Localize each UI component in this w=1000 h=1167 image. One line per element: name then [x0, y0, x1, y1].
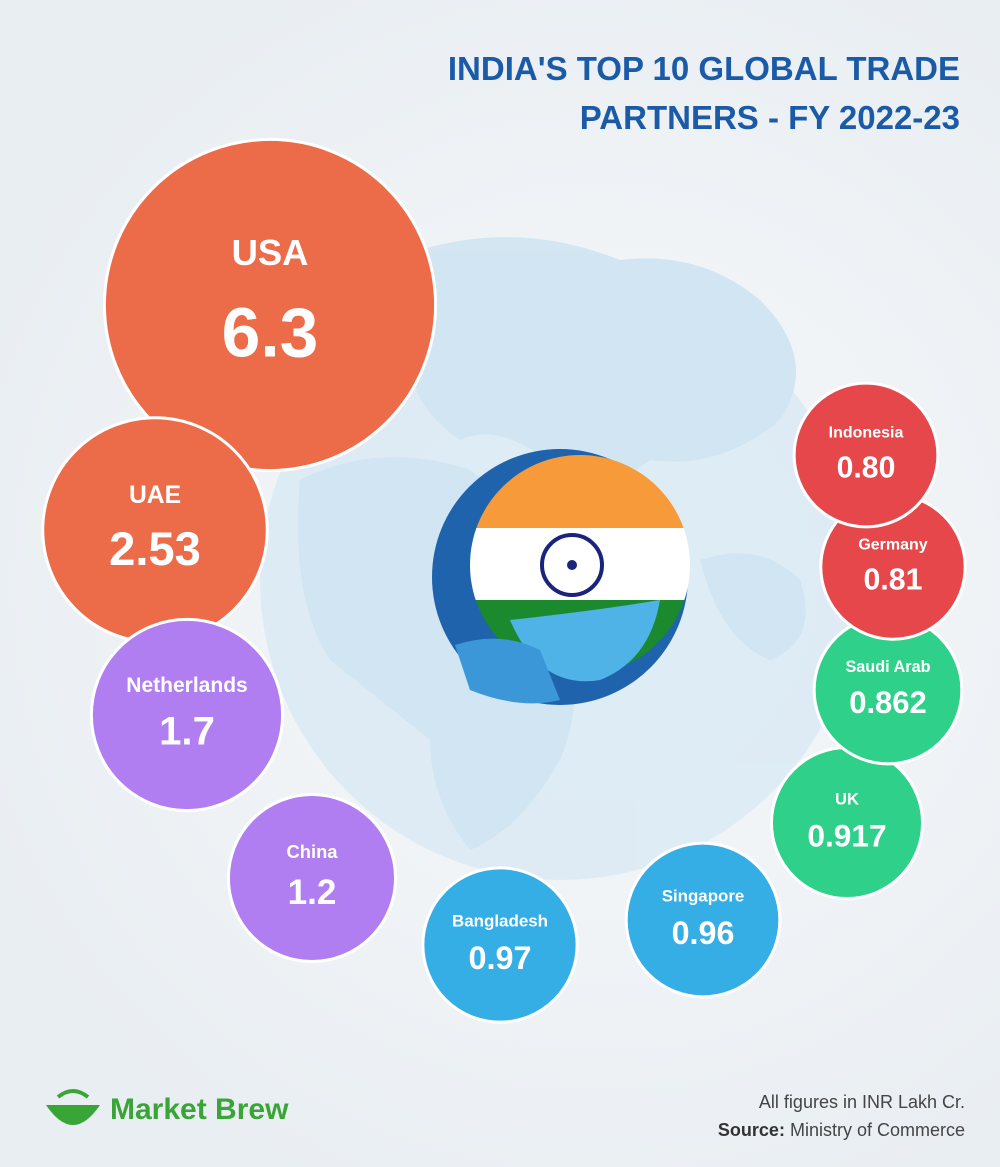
- country-label: Netherlands: [126, 674, 247, 697]
- country-label: Saudi Arab: [845, 658, 930, 676]
- brand-logo: Market Brew: [110, 1093, 289, 1126]
- value-label: 1.7: [159, 709, 215, 754]
- india-flag-emblem: [432, 449, 690, 705]
- bubble: [421, 866, 579, 1024]
- value-label: 0.97: [468, 940, 531, 976]
- source: Source: Ministry of Commerce: [718, 1116, 965, 1144]
- value-label: 0.917: [807, 817, 886, 853]
- country-label: Bangladesh: [452, 911, 548, 930]
- country-label: China: [287, 841, 339, 862]
- value-label: 6.3: [222, 293, 319, 371]
- country-label: UK: [835, 790, 859, 809]
- value-label: 0.96: [672, 915, 735, 951]
- chart-title: INDIA'S TOP 10 GLOBAL TRADE PARTNERS - F…: [447, 50, 960, 136]
- bubble: [226, 792, 398, 964]
- source-label: Source:: [717, 1120, 785, 1140]
- unit-note: All figures in INR Lakh Cr.: [758, 1092, 965, 1112]
- bubble: [624, 841, 782, 999]
- footnote: All figures in INR Lakh Cr. Source: Mini…: [718, 1088, 965, 1144]
- bubble: [102, 137, 438, 473]
- country-label: USA: [232, 232, 309, 273]
- source-text: Ministry of Commerce: [789, 1120, 965, 1140]
- bubble: [792, 381, 940, 529]
- value-label: 2.53: [109, 522, 201, 575]
- value-label: 1.2: [288, 873, 337, 912]
- country-label: UAE: [129, 482, 181, 509]
- brand-icon: [46, 1089, 100, 1125]
- bubble: [89, 617, 285, 813]
- country-label: Indonesia: [829, 425, 904, 442]
- country-label: Germany: [858, 537, 927, 554]
- value-label: 0.80: [837, 451, 896, 484]
- value-label: 0.81: [864, 563, 923, 596]
- country-label: Singapore: [662, 886, 745, 905]
- value-label: 0.862: [849, 685, 927, 720]
